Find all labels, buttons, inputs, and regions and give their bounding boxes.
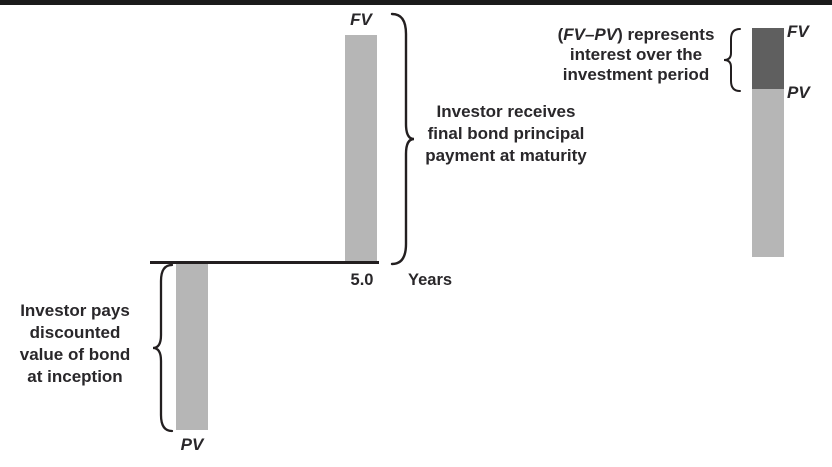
annotation-interest-line-1: (FV–PV) represents bbox=[557, 25, 715, 44]
annotation-investor-receives: Investor receives final bond principal p… bbox=[425, 102, 587, 165]
pv-brace-icon bbox=[151, 263, 175, 433]
annotation-interest: (FV–PV) represents interest over the inv… bbox=[546, 25, 726, 85]
timeline-axis bbox=[150, 261, 379, 264]
stack-fv-interest-segment bbox=[752, 28, 784, 89]
annotation-investor-pays: Investor pays discounted value of bond a… bbox=[19, 301, 131, 386]
annotation-interest-line-3: investment period bbox=[562, 65, 710, 84]
stack-pv-segment bbox=[752, 89, 784, 257]
annotation-interest-line-2: interest over the bbox=[569, 45, 703, 64]
timeline-axis-label: Years bbox=[408, 271, 453, 289]
pv-bar-label: PV bbox=[180, 435, 204, 454]
fv-bar bbox=[345, 35, 377, 263]
timeline-tick-label: 5.0 bbox=[350, 271, 374, 289]
interest-brace-icon bbox=[722, 27, 743, 93]
top-border-rule bbox=[0, 0, 832, 5]
stack-fv-label: FV bbox=[787, 22, 809, 41]
stack-pv-label: PV bbox=[787, 83, 810, 102]
fv-bar-label: FV bbox=[350, 10, 372, 29]
fv-minus-pv-formula: FV–PV bbox=[563, 25, 618, 44]
fv-brace-icon bbox=[389, 12, 415, 266]
pv-bar bbox=[176, 264, 208, 430]
